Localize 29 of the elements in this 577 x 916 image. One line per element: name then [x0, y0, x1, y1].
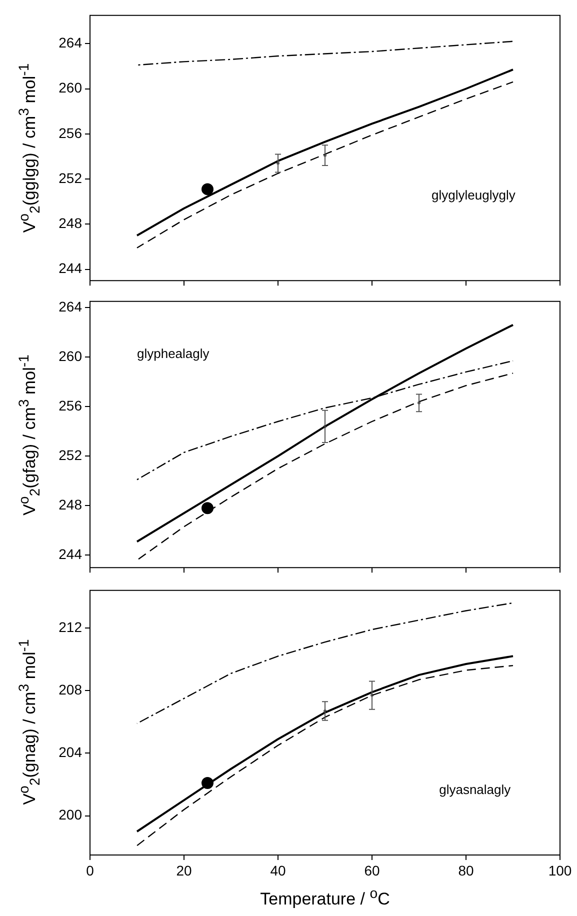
x-tick-label: 100	[548, 862, 572, 878]
y-tick-label: 204	[58, 744, 82, 760]
annotation: glyasnalagly	[439, 782, 512, 797]
annotation: glyphealagly	[137, 346, 210, 362]
y-tick-label: 244	[58, 260, 82, 276]
y-tick-label: 260	[58, 80, 82, 96]
x-tick-label: 20	[176, 862, 192, 878]
x-tick-label: 40	[270, 862, 286, 878]
y-tick-label: 248	[58, 496, 82, 513]
annotation: glyglyleuglygly	[432, 187, 516, 202]
line-series	[136, 40, 514, 66]
y-tick-label: 248	[58, 215, 82, 232]
y-tick-label: 252	[58, 447, 82, 464]
x-tick-label: 80	[458, 862, 474, 878]
y-tick-label: 212	[58, 618, 82, 635]
y-tick-label: 252	[58, 170, 82, 186]
x-axis-title: Temperature / $^{o}$C	[260, 886, 390, 910]
y-tick-label: 208	[58, 681, 82, 698]
y-tick-label: 256	[58, 124, 82, 141]
y-tick-label: 264	[58, 34, 82, 50]
x-tick-label: 60	[364, 862, 380, 878]
y-tick-label: 260	[58, 348, 82, 364]
y-tick-label: 244	[58, 546, 82, 562]
y-tick-label: 200	[58, 806, 82, 823]
line-series	[136, 372, 514, 561]
line-series	[136, 602, 514, 724]
y-tick-label: 256	[58, 398, 82, 414]
y-tick-label: 264	[58, 298, 82, 314]
x-tick-label: 0	[86, 862, 94, 878]
